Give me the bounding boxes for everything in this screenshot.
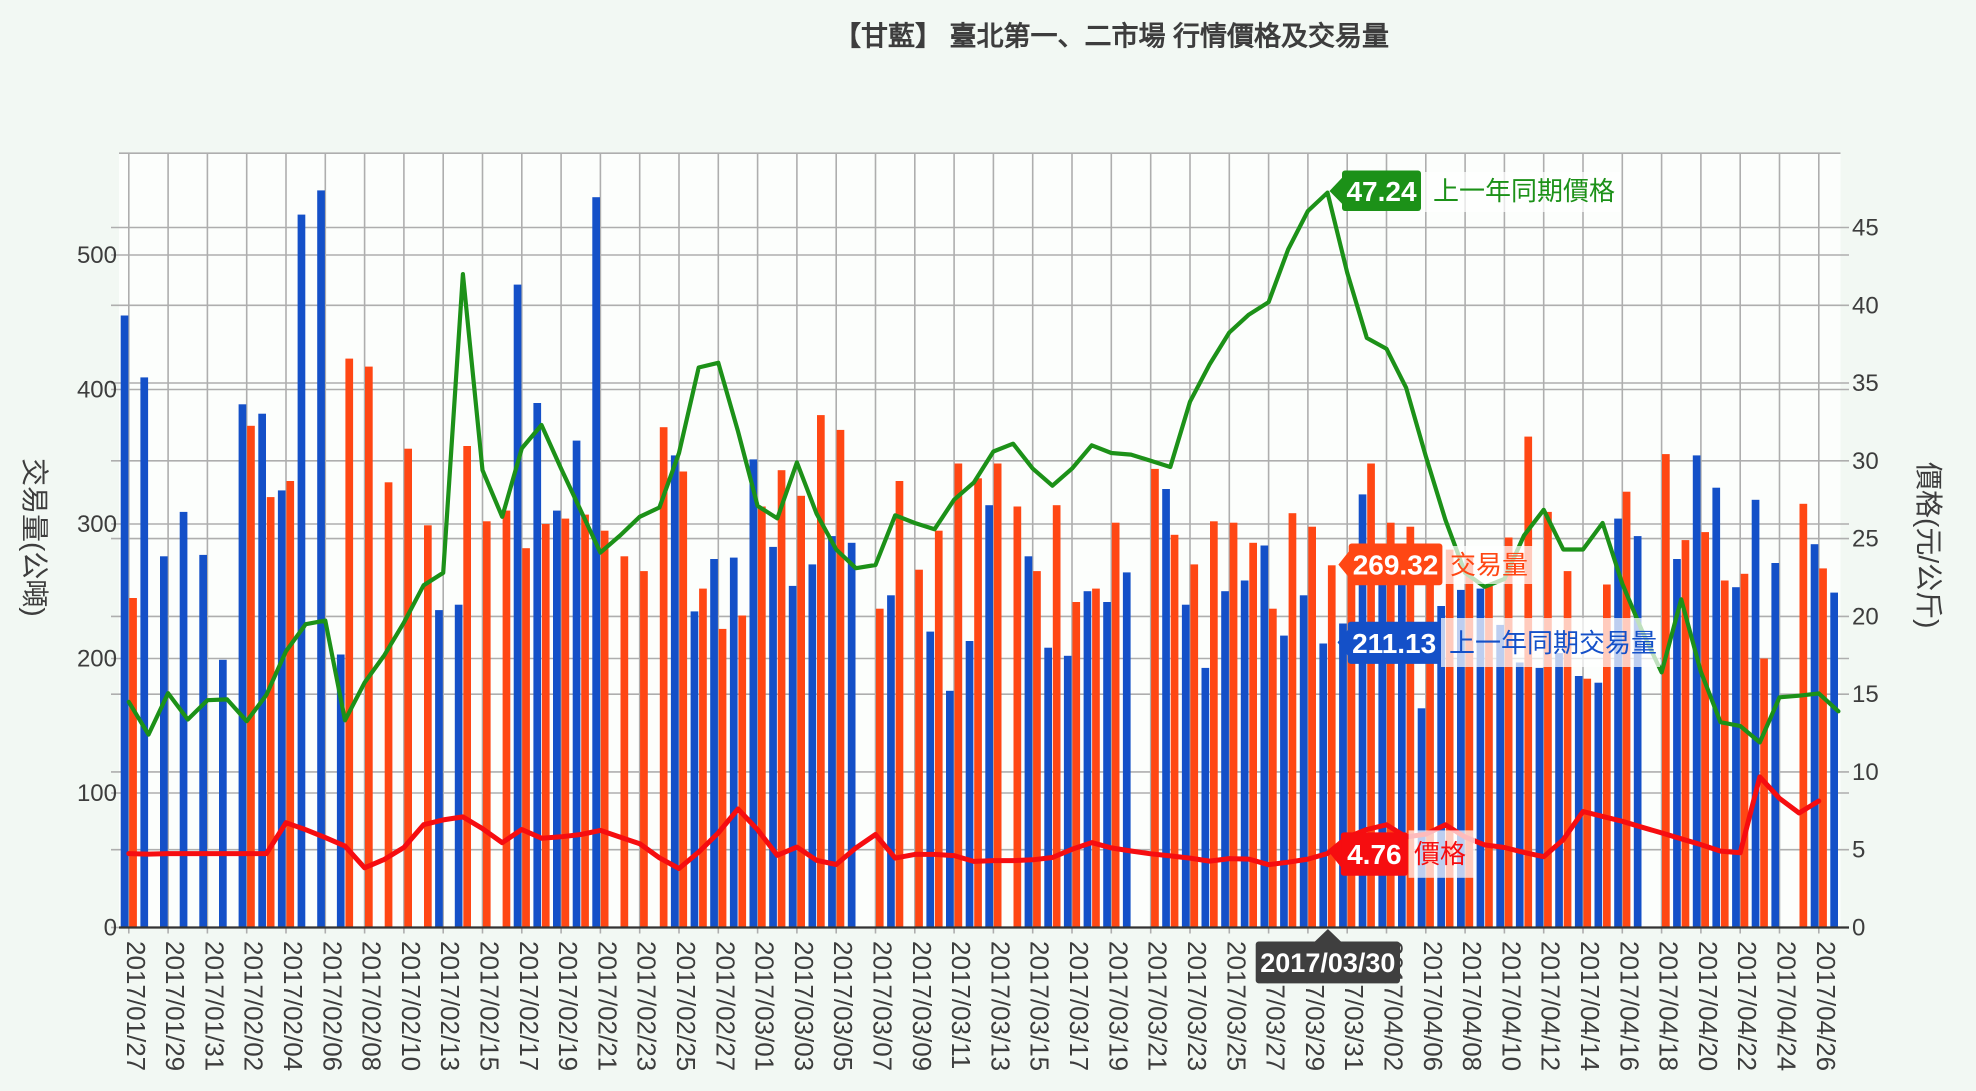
svg-text:2017/01/29: 2017/01/29 bbox=[160, 941, 190, 1071]
svg-text:200: 200 bbox=[77, 646, 117, 673]
svg-text:2017/03/13: 2017/03/13 bbox=[985, 941, 1015, 1071]
svg-text:2017/02/21: 2017/02/21 bbox=[592, 941, 622, 1071]
svg-text:2017/02/27: 2017/02/27 bbox=[710, 941, 740, 1071]
svg-text:35: 35 bbox=[1852, 370, 1879, 397]
svg-text:4.76: 4.76 bbox=[1347, 839, 1402, 870]
svg-text:10: 10 bbox=[1852, 759, 1879, 786]
svg-text:2017/02/17: 2017/02/17 bbox=[514, 941, 544, 1071]
svg-text:2017/03/05: 2017/03/05 bbox=[828, 941, 858, 1071]
svg-text:2017/03/15: 2017/03/15 bbox=[1025, 941, 1055, 1071]
svg-text:2017/04/22: 2017/04/22 bbox=[1732, 941, 1762, 1071]
svg-text:2017/02/02: 2017/02/02 bbox=[239, 941, 269, 1071]
svg-text:40: 40 bbox=[1852, 292, 1879, 319]
svg-text:2017/04/08: 2017/04/08 bbox=[1457, 941, 1487, 1071]
svg-text:2017/04/14: 2017/04/14 bbox=[1575, 941, 1605, 1071]
svg-text:0: 0 bbox=[1852, 915, 1865, 942]
svg-text:2017/03/07: 2017/03/07 bbox=[868, 941, 898, 1071]
svg-text:400: 400 bbox=[77, 377, 117, 404]
svg-text:交易量: 交易量 bbox=[1450, 550, 1528, 580]
svg-text:2017/03/11: 2017/03/11 bbox=[946, 941, 976, 1069]
svg-text:20: 20 bbox=[1852, 603, 1879, 630]
svg-text:15: 15 bbox=[1852, 681, 1879, 708]
svg-text:2017/02/23: 2017/02/23 bbox=[632, 941, 662, 1071]
svg-text:價格(元/公斤): 價格(元/公斤) bbox=[1913, 462, 1944, 628]
svg-text:47.24: 47.24 bbox=[1346, 176, 1416, 207]
svg-text:2017/03/25: 2017/03/25 bbox=[1221, 941, 1251, 1071]
svg-text:2017/02/04: 2017/02/04 bbox=[278, 941, 308, 1071]
svg-text:0: 0 bbox=[104, 915, 117, 942]
svg-text:交易量(公噸): 交易量(公噸) bbox=[19, 458, 50, 617]
svg-text:2017/04/18: 2017/04/18 bbox=[1654, 941, 1684, 1071]
svg-text:2017/02/10: 2017/02/10 bbox=[396, 941, 426, 1071]
svg-text:2017/01/31: 2017/01/31 bbox=[199, 941, 229, 1071]
svg-text:2017/02/15: 2017/02/15 bbox=[475, 941, 505, 1071]
svg-text:2017/04/10: 2017/04/10 bbox=[1496, 941, 1526, 1071]
svg-text:2017/03/19: 2017/03/19 bbox=[1103, 941, 1133, 1071]
svg-text:【甘藍】 臺北第一、二市場 行情價格及交易量: 【甘藍】 臺北第一、二市場 行情價格及交易量 bbox=[834, 21, 1389, 52]
svg-text:價格: 價格 bbox=[1414, 839, 1466, 869]
svg-text:300: 300 bbox=[77, 511, 117, 538]
svg-text:上一年同期交易量: 上一年同期交易量 bbox=[1449, 628, 1657, 658]
svg-text:2017/03/03: 2017/03/03 bbox=[789, 941, 819, 1071]
svg-text:25: 25 bbox=[1852, 526, 1879, 553]
svg-text:2017/04/26: 2017/04/26 bbox=[1811, 941, 1841, 1071]
svg-text:2017/02/13: 2017/02/13 bbox=[435, 941, 465, 1071]
svg-text:45: 45 bbox=[1852, 215, 1879, 242]
svg-text:2017/02/25: 2017/02/25 bbox=[671, 941, 701, 1071]
svg-text:2017/04/20: 2017/04/20 bbox=[1693, 941, 1723, 1071]
svg-text:2017/01/27: 2017/01/27 bbox=[121, 941, 151, 1071]
svg-text:269.32: 269.32 bbox=[1353, 549, 1439, 580]
svg-text:2017/04/16: 2017/04/16 bbox=[1614, 941, 1644, 1071]
svg-text:2017/02/19: 2017/02/19 bbox=[553, 941, 583, 1071]
svg-text:2017/04/24: 2017/04/24 bbox=[1772, 941, 1802, 1071]
svg-text:2017/03/09: 2017/03/09 bbox=[907, 941, 937, 1071]
svg-text:211.13: 211.13 bbox=[1352, 628, 1436, 659]
svg-text:2017/04/12: 2017/04/12 bbox=[1536, 941, 1566, 1071]
svg-text:2017/03/30: 2017/03/30 bbox=[1260, 948, 1395, 978]
svg-text:5: 5 bbox=[1852, 837, 1865, 864]
svg-text:2017/03/01: 2017/03/01 bbox=[750, 941, 780, 1071]
svg-text:30: 30 bbox=[1852, 448, 1879, 475]
svg-text:2017/02/08: 2017/02/08 bbox=[357, 941, 387, 1071]
svg-text:2017/04/06: 2017/04/06 bbox=[1418, 941, 1448, 1071]
svg-text:上一年同期價格: 上一年同期價格 bbox=[1433, 176, 1615, 206]
svg-text:500: 500 bbox=[77, 242, 117, 269]
svg-text:2017/02/06: 2017/02/06 bbox=[317, 941, 347, 1071]
svg-text:100: 100 bbox=[77, 780, 117, 807]
svg-text:2017/03/17: 2017/03/17 bbox=[1064, 941, 1094, 1071]
svg-text:2017/03/21: 2017/03/21 bbox=[1143, 941, 1173, 1071]
svg-text:2017/03/23: 2017/03/23 bbox=[1182, 941, 1212, 1071]
